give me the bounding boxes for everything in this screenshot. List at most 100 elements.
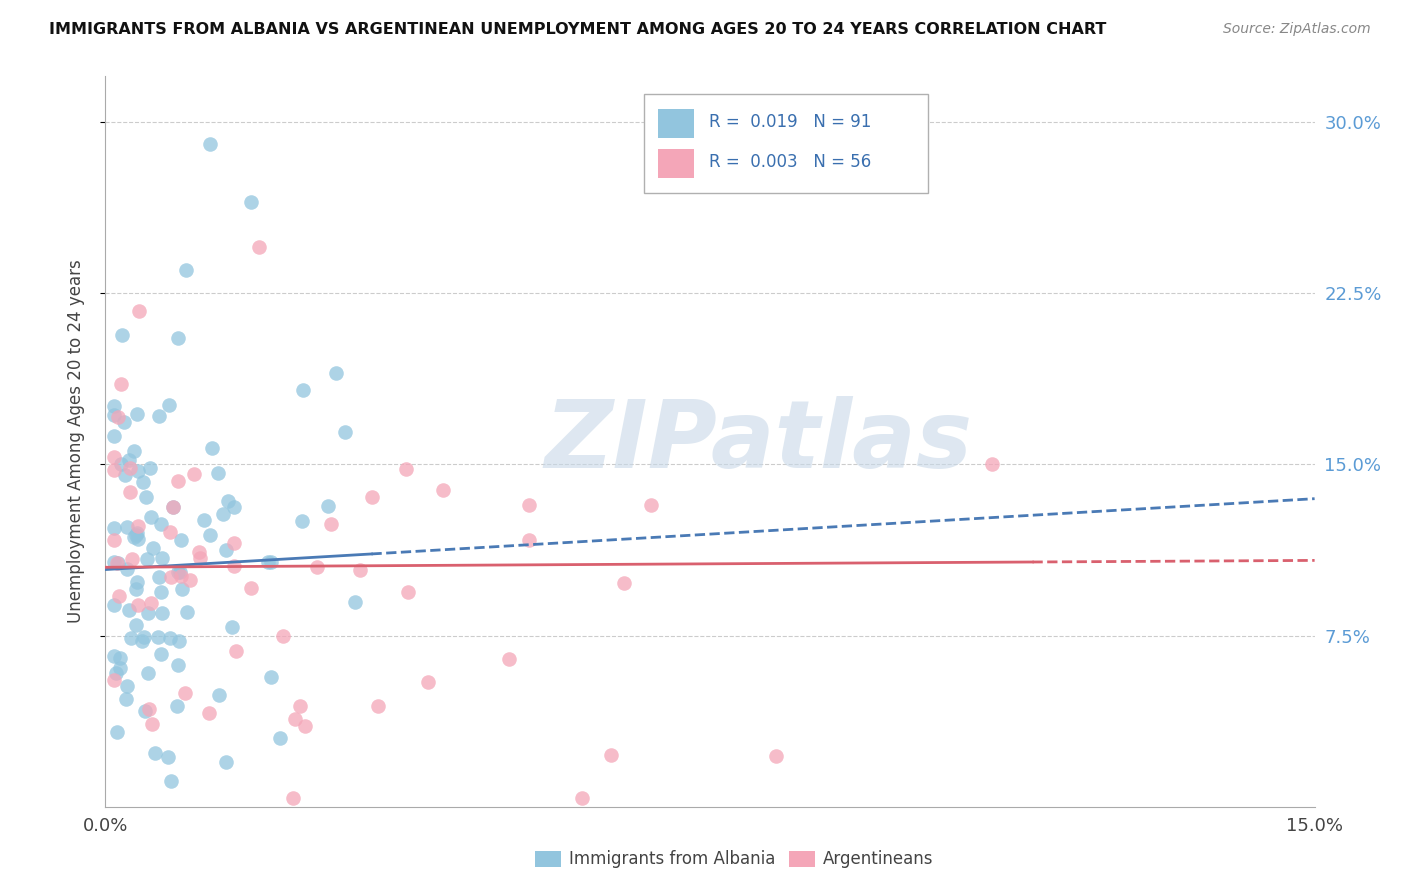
Point <box>107 409 129 424</box>
Point <box>103 521 125 535</box>
Point <box>201 441 224 455</box>
Point <box>107 556 129 570</box>
Point <box>138 702 160 716</box>
Point <box>367 698 389 713</box>
Point <box>188 551 211 566</box>
Bar <box>789 851 815 867</box>
Point <box>166 698 188 713</box>
Bar <box>658 149 695 178</box>
Point <box>600 748 623 763</box>
Point <box>188 545 211 559</box>
Point <box>132 630 155 644</box>
Point <box>159 524 181 539</box>
Point <box>136 666 159 681</box>
Point <box>127 464 149 478</box>
Point <box>127 407 149 421</box>
Point <box>103 533 125 547</box>
Point <box>150 606 173 620</box>
Point <box>131 475 153 489</box>
Point <box>156 750 179 764</box>
Point <box>167 474 190 488</box>
Point <box>139 596 162 610</box>
Text: Argentineans: Argentineans <box>823 850 934 868</box>
Point <box>173 685 195 699</box>
Point <box>517 499 540 513</box>
Point <box>135 490 157 504</box>
FancyBboxPatch shape <box>644 95 928 193</box>
Point <box>136 606 159 620</box>
Point <box>122 530 145 544</box>
Point <box>222 536 245 550</box>
Point <box>170 568 193 582</box>
Point <box>159 773 181 788</box>
Point <box>221 620 243 634</box>
Point <box>135 552 157 566</box>
Point <box>174 263 197 277</box>
Point <box>208 688 231 702</box>
Point <box>269 731 291 746</box>
Point <box>239 581 262 595</box>
Point <box>139 510 162 524</box>
Point <box>162 500 184 514</box>
Point <box>125 618 148 632</box>
Point <box>115 692 138 706</box>
Point <box>325 366 347 380</box>
Point <box>118 453 141 467</box>
Point <box>125 528 148 542</box>
Point <box>141 716 163 731</box>
Point <box>167 657 190 672</box>
Point <box>114 467 136 482</box>
Point <box>146 630 169 644</box>
Point <box>143 747 166 761</box>
Point <box>169 566 191 580</box>
Point <box>170 533 193 548</box>
Point <box>142 541 165 555</box>
Point <box>349 563 371 577</box>
Point <box>115 519 138 533</box>
Point <box>108 650 131 665</box>
Point <box>321 516 343 531</box>
Point <box>215 755 238 769</box>
Point <box>149 516 172 531</box>
Point <box>122 444 145 458</box>
Point <box>257 555 280 569</box>
Point <box>115 679 138 693</box>
Point <box>517 533 540 547</box>
Point <box>118 461 141 475</box>
Point <box>103 673 125 687</box>
Point <box>167 330 190 344</box>
Point <box>398 584 420 599</box>
Point <box>110 458 132 472</box>
Point <box>107 590 129 604</box>
Point <box>222 500 245 514</box>
Point <box>131 634 153 648</box>
Point <box>103 450 125 464</box>
Point <box>125 526 148 541</box>
Point <box>103 428 125 442</box>
Point <box>134 704 156 718</box>
Point <box>571 791 593 805</box>
Point <box>127 532 149 546</box>
Point <box>139 461 162 475</box>
Point <box>103 463 125 477</box>
Point <box>108 661 131 675</box>
Point <box>159 632 181 646</box>
Text: ZIPatlas: ZIPatlas <box>544 395 973 488</box>
Point <box>103 556 125 570</box>
Point <box>148 409 170 423</box>
Point <box>111 328 134 343</box>
Point <box>105 665 128 680</box>
Point <box>239 194 262 209</box>
Point <box>498 651 520 665</box>
Point <box>103 408 125 422</box>
Point <box>103 648 125 663</box>
Text: IMMIGRANTS FROM ALBANIA VS ARGENTINEAN UNEMPLOYMENT AMONG AGES 20 TO 24 YEARS CO: IMMIGRANTS FROM ALBANIA VS ARGENTINEAN U… <box>49 22 1107 37</box>
Bar <box>658 109 695 138</box>
Point <box>222 558 245 573</box>
Point <box>125 574 148 589</box>
Point <box>150 585 173 599</box>
Point <box>170 582 193 596</box>
Y-axis label: Unemployment Among Ages 20 to 24 years: Unemployment Among Ages 20 to 24 years <box>66 260 84 624</box>
Point <box>981 458 1004 472</box>
Point <box>176 605 198 619</box>
